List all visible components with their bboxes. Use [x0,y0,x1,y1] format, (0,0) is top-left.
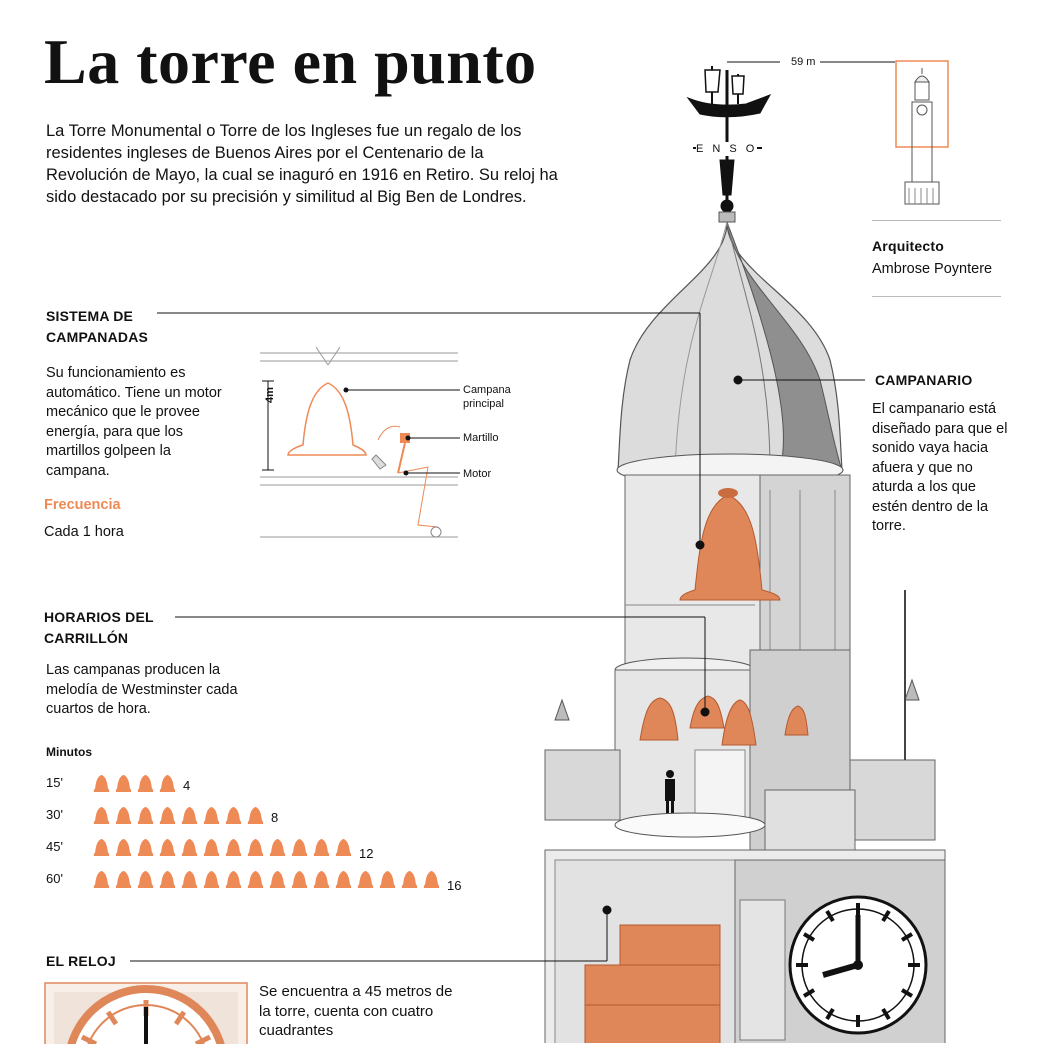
bell-icon [114,773,133,792]
frequency-label: Frecuencia [44,497,121,513]
chime-bells [92,773,177,792]
bells-heading: SISTEMA DE CAMPANADAS [46,306,148,348]
campanario-heading: CAMPANARIO [873,370,973,391]
architect-name: Ambrose Poyntere [872,261,993,277]
bells-heading-line1: SISTEMA DE [46,308,134,324]
chime-bells [92,869,441,888]
bell-icon [268,837,287,856]
clock-heading: EL RELOJ [46,951,120,972]
bell-icon [202,837,221,856]
bell-icon [136,869,155,888]
bell-mechanism-diagram [260,346,460,538]
bell-icon [290,869,309,888]
clock-mechanism [584,924,721,1043]
bell-icon [92,805,111,824]
chime-row: 30' 8 [46,802,278,826]
bell-icon [312,837,331,856]
weathervane-ship [686,66,772,215]
chime-count: 8 [271,809,279,825]
bell-icon [180,837,199,856]
minutes-label: Minutos [46,745,92,759]
hammer-label: Martillo [463,432,499,444]
chime-bells [92,837,353,856]
chime-row: 45' 12 [46,834,374,861]
leader-lines [130,61,895,962]
chimes-heading: HORARIOS DEL CARRILLÓN [44,607,154,649]
chimes-heading-line2: CARRILLÓN [44,630,129,646]
divider [872,296,1001,297]
chime-minute: 15' [46,774,63,790]
chime-row: 15' 4 [46,770,190,794]
bells-heading-line2: CAMPANADAS [46,329,149,345]
bell-icon [92,869,111,888]
bell-icon [158,773,177,792]
bell-icon [378,869,397,888]
clock-detail-image [44,982,248,1044]
chime-minute: 30' [46,806,63,822]
bell-icon [92,837,111,856]
bell-icon [422,869,441,888]
bell-icon [400,869,419,888]
compass-letters: E N S O [696,142,758,156]
bell-icon [180,805,199,824]
dimension-label: 4m [263,387,276,403]
chimes-text: Las campanas producen la melodía de West… [46,662,238,717]
bell-icon [114,805,133,824]
bell-icon [202,805,221,824]
frequency-value: Cada 1 hora [44,524,124,540]
person-silhouette [665,770,675,822]
height-label: 59 m [789,55,818,69]
bell-icon [334,837,353,856]
bell-icon [334,869,353,888]
bell-icon [268,869,287,888]
chime-count: 4 [183,777,191,793]
divider [872,220,1001,221]
bell-label: Campana principal [463,384,511,410]
bell-icon [356,869,375,888]
bell-icon [224,869,243,888]
main-bell [679,494,781,601]
bell-icon [158,837,177,856]
chime-count: 16 [447,877,462,893]
page-title: La torre en punto [44,26,537,97]
bell-icon [224,837,243,856]
clock-face [788,895,928,1035]
campanario-text: El campanario está diseñado para que el … [872,401,1008,534]
bell-icon [312,869,331,888]
chime-minute: 60' [46,870,63,886]
chime-bells [92,805,265,824]
bell-icon [202,869,221,888]
bell-icon [136,773,155,792]
chime-count: 12 [359,845,374,861]
bell-icon [158,869,177,888]
bell-icon [224,805,243,824]
chime-row: 60' 16 [46,866,462,893]
bell-icon [114,869,133,888]
bell-icon [136,805,155,824]
chime-minute: 45' [46,838,63,854]
bell-icon [114,837,133,856]
bell-icon [180,869,199,888]
bell-icon [92,773,111,792]
bell-icon [136,837,155,856]
clock-text: Se encuentra a 45 metros de la torre, cu… [259,983,453,1039]
architect-label: Arquitecto [872,238,944,254]
intro-text: La Torre Monumental o Torre de los Ingle… [46,122,558,206]
bells-text: Su funcionamiento es automático. Tiene u… [46,365,222,479]
bell-icon [290,837,309,856]
bell-icon [158,805,177,824]
bell-icon [246,837,265,856]
chimes-heading-line1: HORARIOS DEL [44,609,154,625]
motor-label: Motor [463,468,492,480]
bell-icon [246,869,265,888]
bell-icon [246,805,265,824]
tower-thumbnail [895,60,949,205]
